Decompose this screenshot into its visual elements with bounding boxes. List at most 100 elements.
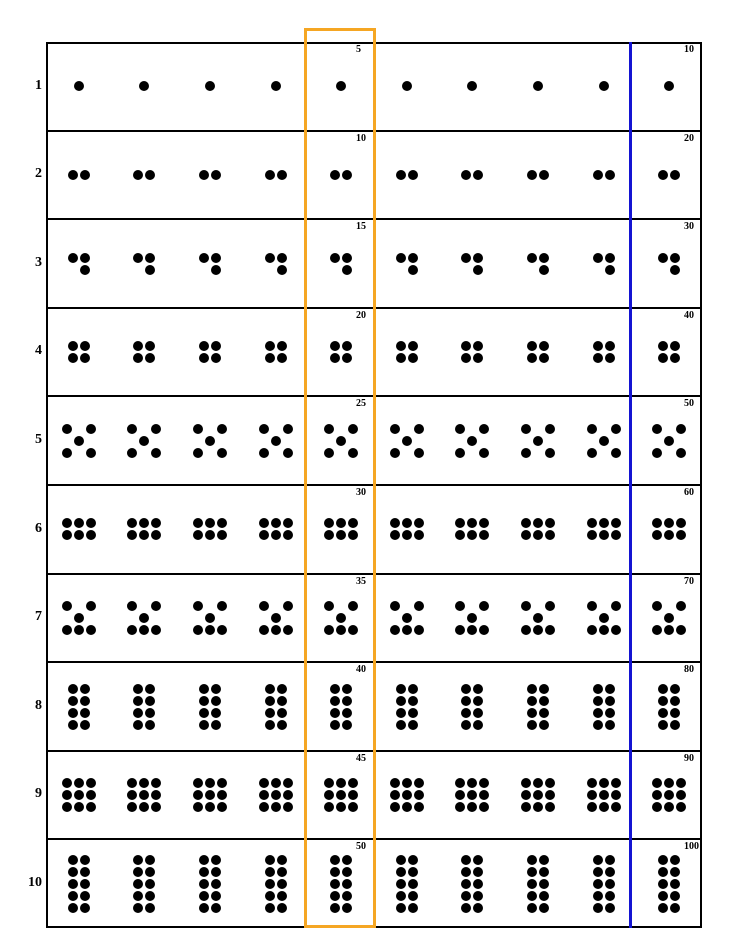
dot (473, 253, 483, 263)
dot (86, 802, 96, 812)
dot (527, 720, 537, 730)
dot (74, 436, 84, 446)
dot (342, 720, 352, 730)
dot (271, 81, 281, 91)
dot (461, 253, 471, 263)
dot (599, 613, 609, 623)
dot (283, 790, 293, 800)
dot (74, 802, 84, 812)
dot (473, 265, 483, 275)
dot (68, 903, 78, 913)
dot (664, 436, 674, 446)
dot (527, 903, 537, 913)
dot (605, 696, 615, 706)
dot (193, 424, 203, 434)
dot (408, 170, 418, 180)
dot (330, 891, 340, 901)
dot (539, 170, 549, 180)
dot (611, 530, 621, 540)
dot (80, 696, 90, 706)
dot (605, 684, 615, 694)
dot (342, 265, 352, 275)
dot (80, 867, 90, 877)
dot (324, 448, 334, 458)
dot (539, 253, 549, 263)
dot (593, 903, 603, 913)
dot (605, 265, 615, 275)
dot (670, 696, 680, 706)
dot (211, 170, 221, 180)
dot (605, 867, 615, 877)
dot (80, 903, 90, 913)
dot (277, 903, 287, 913)
dot (80, 253, 90, 263)
dot (259, 790, 269, 800)
dot (199, 720, 209, 730)
row-label: 9 (20, 786, 42, 802)
dot (658, 684, 668, 694)
dot (145, 253, 155, 263)
dot (205, 613, 215, 623)
dot (587, 448, 597, 458)
dot (330, 696, 340, 706)
dot (133, 253, 143, 263)
dot (533, 625, 543, 635)
dot (390, 625, 400, 635)
dot (670, 855, 680, 865)
dot (587, 518, 597, 528)
dot (265, 903, 275, 913)
dot (593, 855, 603, 865)
dot (80, 684, 90, 694)
dot (670, 891, 680, 901)
dot (80, 708, 90, 718)
dot (593, 879, 603, 889)
dot (277, 341, 287, 351)
dot (658, 696, 668, 706)
dot (211, 891, 221, 901)
dot (527, 253, 537, 263)
dot (68, 696, 78, 706)
dot (271, 518, 281, 528)
dot (283, 802, 293, 812)
dot (80, 891, 90, 901)
dot (593, 353, 603, 363)
dot (277, 891, 287, 901)
dot (342, 253, 352, 263)
dot (414, 625, 424, 635)
dot (283, 778, 293, 788)
dot (265, 253, 275, 263)
dot (74, 790, 84, 800)
dot (611, 802, 621, 812)
dot (217, 424, 227, 434)
dot (283, 530, 293, 540)
dot (605, 353, 615, 363)
dot (271, 802, 281, 812)
dot (396, 879, 406, 889)
dot (599, 778, 609, 788)
dot (539, 903, 549, 913)
dot (86, 778, 96, 788)
dot (277, 265, 287, 275)
dot (80, 353, 90, 363)
dot (133, 720, 143, 730)
dot (68, 253, 78, 263)
dot (593, 867, 603, 877)
dot (408, 265, 418, 275)
dot (145, 684, 155, 694)
dot (605, 903, 615, 913)
dot (521, 601, 531, 611)
dot (539, 696, 549, 706)
dot (62, 625, 72, 635)
dot (605, 879, 615, 889)
row-separator (46, 395, 702, 397)
dot (265, 684, 275, 694)
dot (217, 601, 227, 611)
dot (211, 265, 221, 275)
dot (605, 720, 615, 730)
dot (408, 867, 418, 877)
dot (80, 879, 90, 889)
dot (527, 879, 537, 889)
dot (533, 436, 543, 446)
dot (414, 802, 424, 812)
row-label: 10 (20, 875, 42, 891)
